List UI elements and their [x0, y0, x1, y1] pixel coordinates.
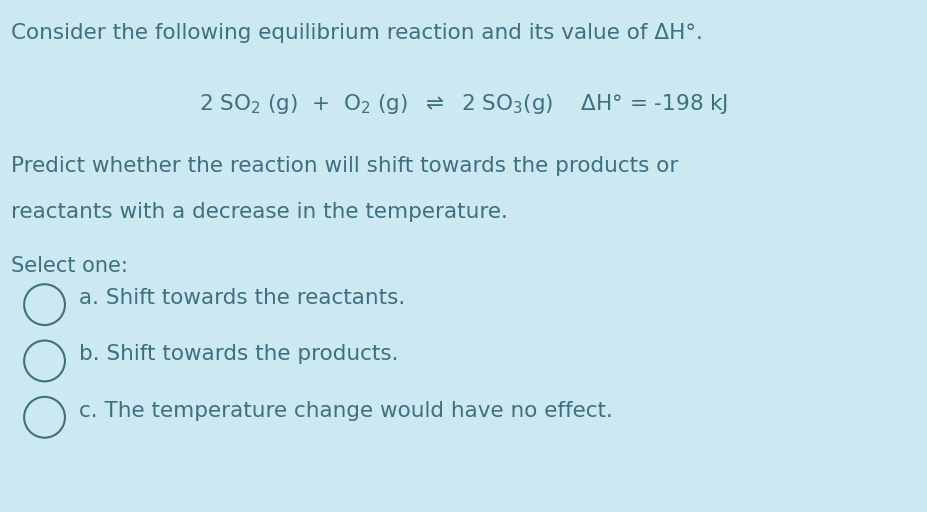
- Text: c. The temperature change would have no effect.: c. The temperature change would have no …: [79, 400, 612, 421]
- Text: a. Shift towards the reactants.: a. Shift towards the reactants.: [79, 288, 405, 308]
- Text: Predict whether the reaction will shift towards the products or: Predict whether the reaction will shift …: [11, 156, 678, 176]
- Text: Consider the following equilibrium reaction and its value of ΔH°.: Consider the following equilibrium react…: [11, 23, 703, 43]
- Text: reactants with a decrease in the temperature.: reactants with a decrease in the tempera…: [11, 202, 507, 222]
- Text: b. Shift towards the products.: b. Shift towards the products.: [79, 344, 398, 365]
- Text: 2 SO$_2$ (g)  +  O$_2$ (g)  $\rightleftharpoons$  2 SO$_3$(g)    $\Delta$H° = -1: 2 SO$_2$ (g) + O$_2$ (g) $\rightleftharp…: [199, 92, 728, 116]
- Text: Select one:: Select one:: [11, 256, 128, 276]
